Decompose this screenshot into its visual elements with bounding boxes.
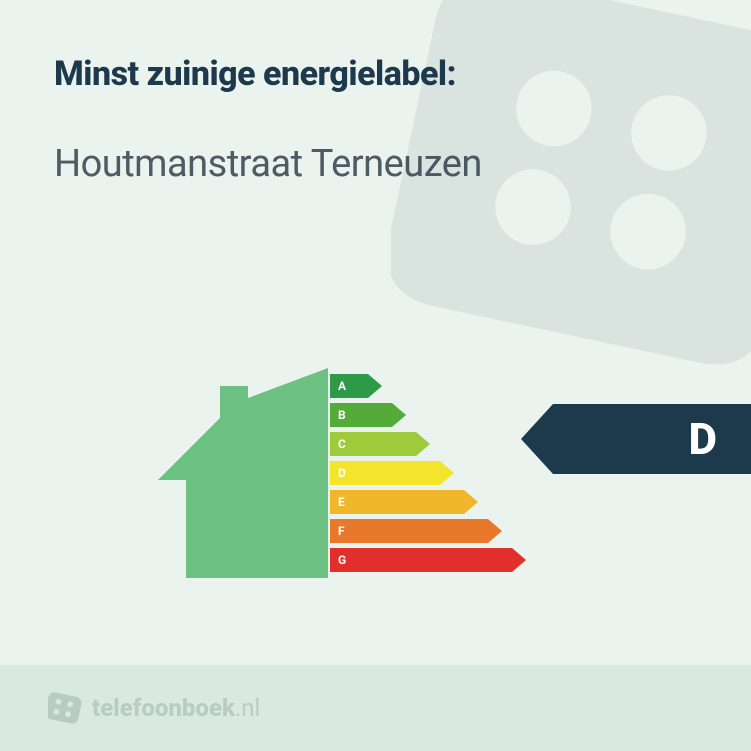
footer-brand: telefoonboek.nl — [92, 694, 260, 722]
energy-bar-shape — [330, 548, 526, 572]
energy-bar-shape — [330, 490, 478, 514]
energy-bar-shape — [330, 519, 502, 543]
energy-bar-shape — [330, 461, 454, 485]
rating-badge: D — [521, 404, 751, 474]
footer-brand-name: telefoonboek — [92, 694, 235, 722]
house-shape — [158, 368, 328, 578]
footer: telefoonboek.nl — [0, 665, 751, 751]
energy-bar-label: F — [338, 519, 345, 543]
energy-bar-label: B — [338, 403, 346, 427]
house-icon — [158, 368, 328, 582]
energy-label-card: Minst zuinige energielabel: Houtmanstraa… — [0, 0, 751, 751]
footer-logo-icon — [48, 691, 82, 725]
energy-bar-label: E — [338, 490, 345, 514]
rating-letter: D — [688, 404, 717, 474]
energy-bar-label: C — [338, 432, 346, 456]
energy-bar-label: A — [338, 374, 346, 398]
energy-bar-label: G — [338, 548, 346, 572]
energy-bar-label: D — [338, 461, 346, 485]
footer-brand-tld: .nl — [235, 694, 260, 722]
card-subtitle: Houtmanstraat Terneuzen — [54, 142, 697, 186]
energy-chart: ABCDEFG D — [0, 330, 751, 630]
card-title: Minst zuinige energielabel: — [54, 54, 697, 94]
